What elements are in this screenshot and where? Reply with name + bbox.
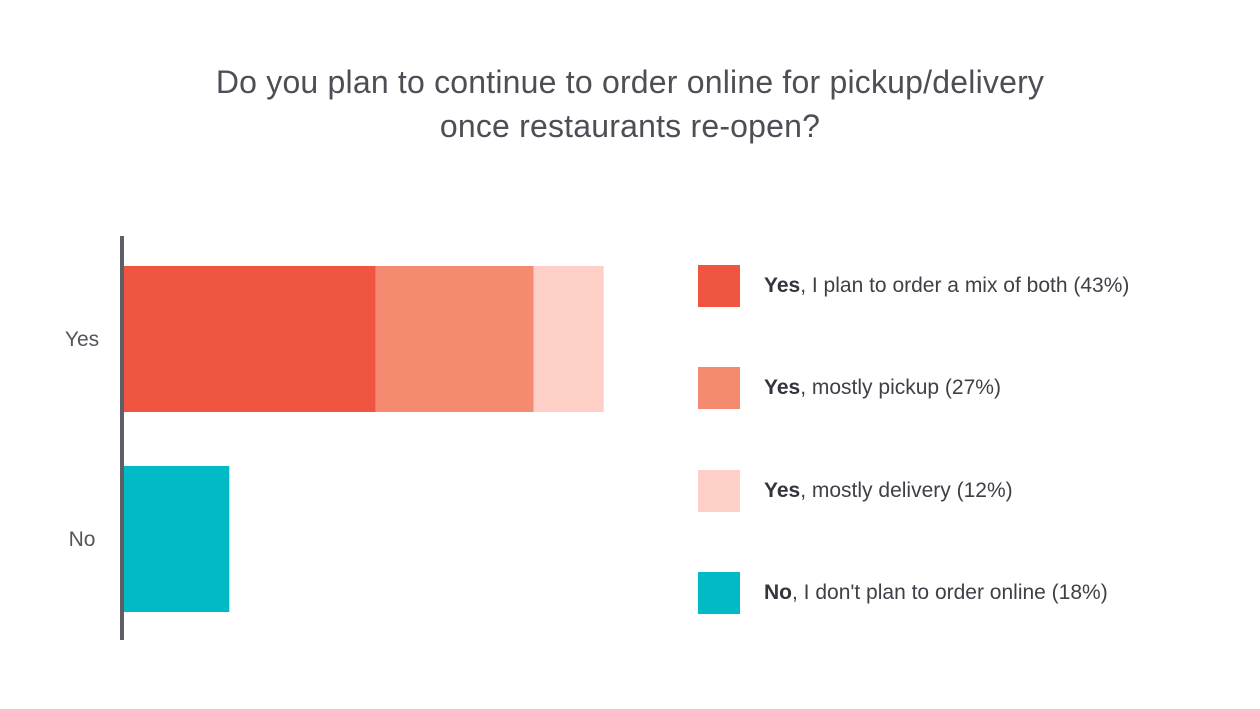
chart-title-line-2: once restaurants re-open? xyxy=(439,108,821,144)
legend-item-delivery: Yes, mostly delivery (12%) xyxy=(698,470,1013,512)
legend-item-pickup: Yes, mostly pickup (27%) xyxy=(698,367,1001,409)
legend-label-delivery-rest: , mostly delivery (12%) xyxy=(800,479,1013,502)
chart-title: Do you plan to continue to order online … xyxy=(0,60,1260,148)
legend-label-mix-bold: Yes xyxy=(764,274,801,297)
legend-label-no-bold: No xyxy=(764,581,792,604)
legend-item-mix: Yes, I plan to order a mix of both (43%) xyxy=(698,265,1129,307)
bar-segment-yes-1 xyxy=(375,266,534,412)
bar-segment-yes-0 xyxy=(124,266,376,412)
chart-title-line-1: Do you plan to continue to order online … xyxy=(215,64,1045,100)
legend-label-mix: Yes, I plan to order a mix of both (43%) xyxy=(764,274,1129,298)
y-tick-label-no: No xyxy=(69,528,96,551)
legend-swatch-no xyxy=(698,572,740,614)
bar-chart: Yes No xyxy=(65,236,604,640)
legend-swatch-pickup xyxy=(698,367,740,409)
legend-swatch-delivery xyxy=(698,470,740,512)
bar-segment-no-3 xyxy=(124,466,230,612)
legend-label-no: No, I don't plan to order online (18%) xyxy=(764,581,1108,605)
bar-segment-yes-2 xyxy=(533,266,604,412)
legend-label-delivery-bold: Yes xyxy=(764,479,801,502)
legend-label-pickup: Yes, mostly pickup (27%) xyxy=(764,376,1001,400)
legend-item-no: No, I don't plan to order online (18%) xyxy=(698,572,1108,614)
legend-label-mix-rest: , I plan to order a mix of both (43%) xyxy=(800,274,1130,297)
legend-swatch-mix xyxy=(698,265,740,307)
legend-label-no-rest: , I don't plan to order online (18%) xyxy=(792,581,1108,604)
y-tick-label-yes: Yes xyxy=(65,328,99,351)
legend-label-pickup-rest: , mostly pickup (27%) xyxy=(800,376,1001,399)
legend-label-pickup-bold: Yes xyxy=(764,376,801,399)
legend-label-delivery: Yes, mostly delivery (12%) xyxy=(764,479,1013,503)
